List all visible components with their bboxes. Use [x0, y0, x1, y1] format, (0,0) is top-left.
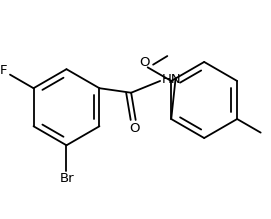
Text: HN: HN — [162, 73, 182, 86]
Text: Br: Br — [60, 172, 75, 185]
Text: F: F — [0, 65, 7, 78]
Text: O: O — [140, 56, 150, 69]
Text: O: O — [130, 122, 140, 136]
